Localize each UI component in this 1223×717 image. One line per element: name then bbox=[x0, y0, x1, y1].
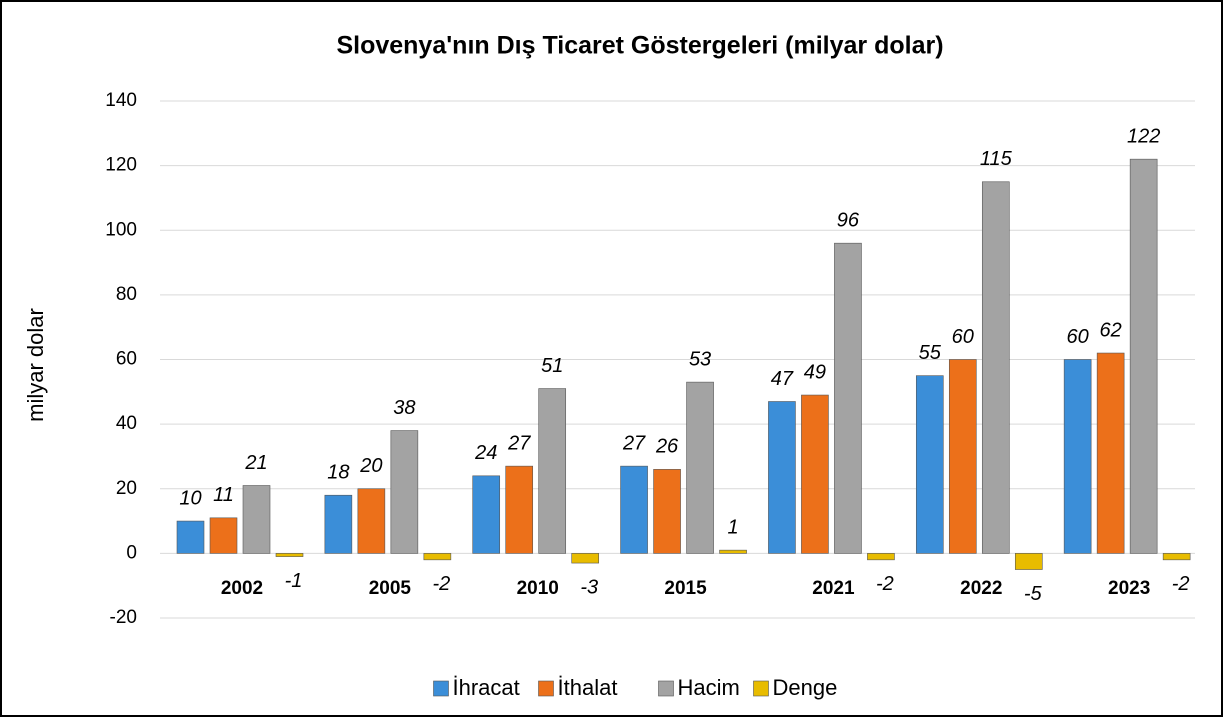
x-tick-label: 2015 bbox=[664, 578, 707, 599]
bar bbox=[653, 469, 681, 554]
legend-label: İhracat bbox=[453, 675, 520, 700]
legend-swatch bbox=[753, 680, 769, 697]
bar bbox=[948, 359, 977, 554]
y-axis-label: milyar dolar bbox=[23, 308, 48, 422]
legend-label: İthalat bbox=[558, 675, 618, 700]
legend-label: Denge bbox=[773, 675, 838, 700]
bar bbox=[1063, 359, 1092, 554]
legend-swatch bbox=[433, 680, 449, 697]
bar bbox=[1096, 352, 1125, 554]
bar bbox=[209, 517, 238, 554]
data-label: 21 bbox=[244, 452, 267, 474]
y-tick-label: 140 bbox=[105, 90, 137, 111]
bar bbox=[357, 488, 386, 554]
data-label: 55 bbox=[919, 342, 942, 364]
y-tick-label: 100 bbox=[105, 219, 137, 240]
bar bbox=[275, 553, 304, 557]
bar bbox=[801, 394, 829, 554]
data-label: 26 bbox=[655, 436, 679, 458]
y-tick-label: 20 bbox=[116, 478, 137, 499]
data-label: -5 bbox=[1024, 583, 1043, 605]
chart-title: Slovenya'nın Dış Ticaret Göstergeleri (m… bbox=[336, 32, 943, 60]
bar bbox=[390, 430, 419, 554]
y-tick-label: 0 bbox=[126, 542, 137, 563]
bar bbox=[242, 485, 271, 554]
data-label: -2 bbox=[876, 573, 894, 595]
bar bbox=[834, 242, 862, 554]
data-label: 96 bbox=[837, 209, 860, 231]
bar bbox=[324, 494, 353, 554]
bar bbox=[571, 553, 600, 564]
bar bbox=[686, 381, 714, 554]
bar bbox=[538, 388, 567, 554]
data-label: 10 bbox=[179, 487, 201, 509]
bar bbox=[423, 553, 452, 561]
data-label: 49 bbox=[804, 361, 826, 383]
x-tick-label: 2023 bbox=[1108, 578, 1150, 599]
data-label: -3 bbox=[580, 576, 598, 598]
x-tick-label: 2021 bbox=[812, 578, 855, 599]
data-label: 24 bbox=[474, 442, 497, 464]
bar bbox=[1162, 553, 1191, 561]
data-label: 11 bbox=[213, 484, 234, 506]
data-label: 27 bbox=[622, 432, 646, 454]
bar bbox=[472, 475, 501, 554]
bar bbox=[505, 465, 534, 554]
data-label: 1 bbox=[728, 516, 739, 538]
bar bbox=[768, 401, 796, 554]
bar bbox=[981, 181, 1010, 554]
data-label: 47 bbox=[771, 368, 794, 390]
data-label: -1 bbox=[285, 570, 303, 592]
data-label: 53 bbox=[689, 348, 711, 370]
y-tick-label: 60 bbox=[116, 349, 137, 370]
x-tick-label: 2005 bbox=[369, 578, 412, 599]
x-tick-label: 2022 bbox=[960, 578, 1002, 599]
data-label: 27 bbox=[507, 432, 531, 454]
bar bbox=[176, 520, 205, 554]
y-tick-label: 120 bbox=[105, 155, 137, 176]
data-label: -2 bbox=[1172, 573, 1190, 595]
bar bbox=[620, 465, 648, 554]
data-label: 20 bbox=[359, 455, 382, 477]
data-label: 60 bbox=[952, 326, 974, 348]
x-tick-label: 2010 bbox=[517, 578, 559, 599]
bar bbox=[719, 549, 747, 554]
bar bbox=[1014, 553, 1043, 570]
data-label: 122 bbox=[1127, 125, 1160, 147]
data-label: 60 bbox=[1067, 326, 1089, 348]
bar bbox=[867, 553, 895, 561]
y-tick-label: 80 bbox=[116, 284, 137, 305]
data-label: 51 bbox=[541, 355, 563, 377]
data-label: 115 bbox=[980, 148, 1013, 170]
legend-swatch bbox=[658, 680, 674, 697]
legend-label: Hacim bbox=[678, 675, 740, 700]
x-tick-label: 2002 bbox=[221, 578, 263, 599]
data-label: 38 bbox=[393, 397, 415, 419]
data-label: 18 bbox=[327, 461, 349, 483]
legend-swatch bbox=[538, 680, 554, 697]
y-tick-label: -20 bbox=[110, 607, 137, 628]
bar bbox=[915, 375, 944, 554]
y-tick-label: 40 bbox=[116, 413, 137, 434]
data-label: -2 bbox=[432, 573, 450, 595]
data-label: 62 bbox=[1100, 319, 1122, 341]
bar bbox=[1129, 158, 1158, 554]
